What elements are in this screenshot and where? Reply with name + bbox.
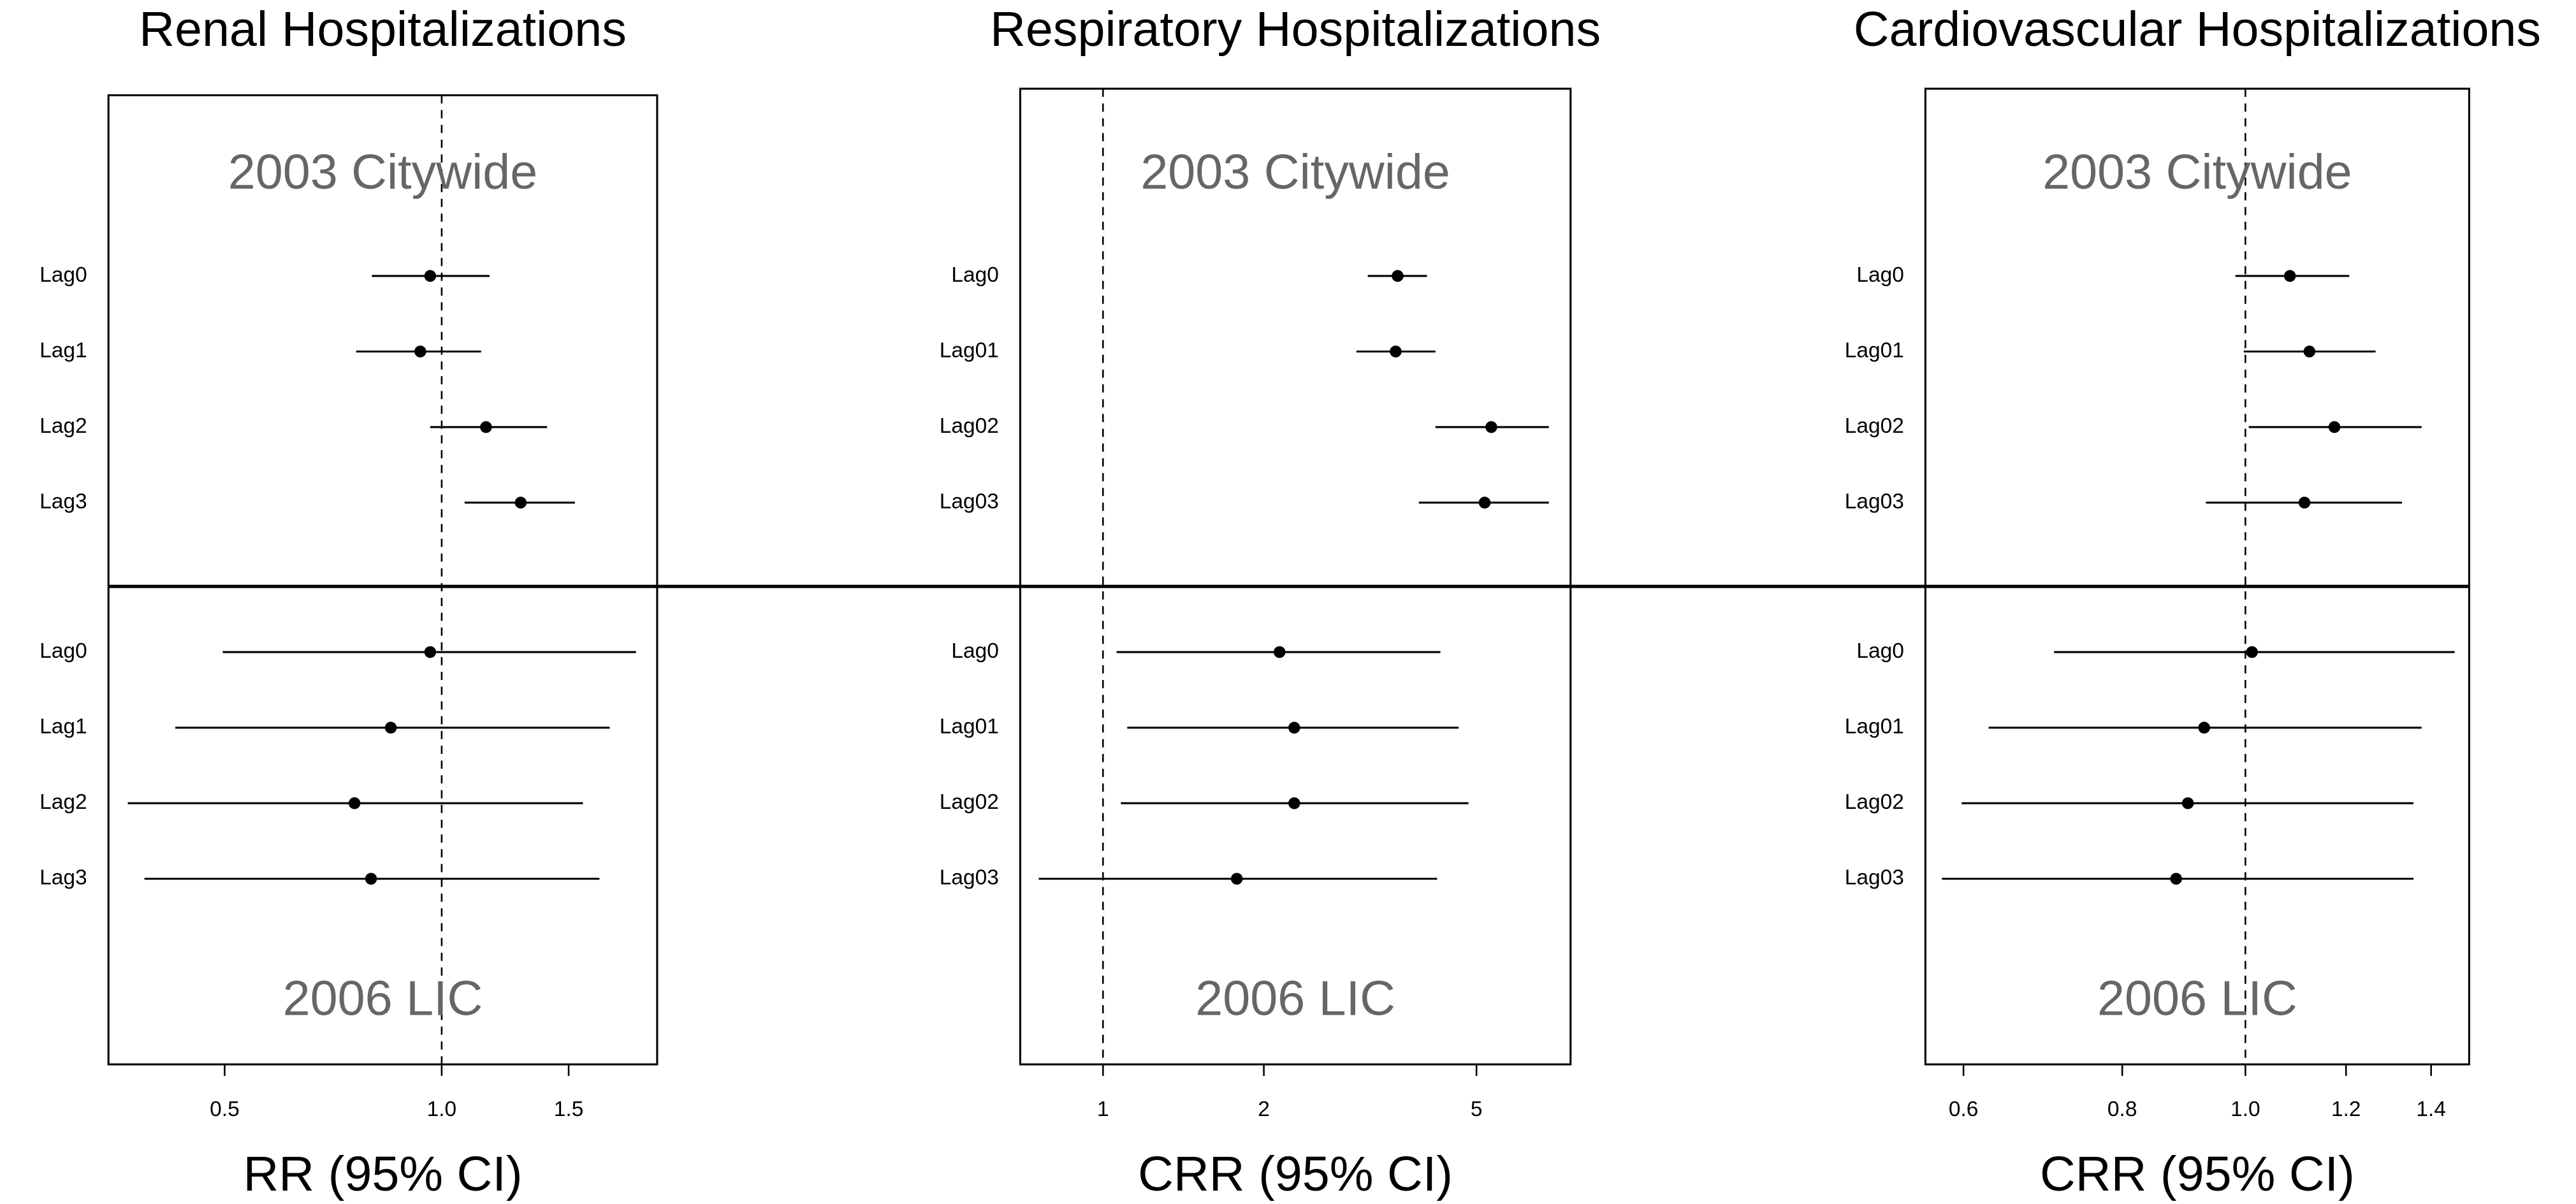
point-estimate bbox=[1230, 873, 1243, 885]
x-tick-label: 1.2 bbox=[2331, 1098, 2361, 1121]
row-label: Lag03 bbox=[940, 866, 999, 890]
row-label: Lag2 bbox=[40, 790, 87, 814]
chart-title: Cardiovascular Hospitalizations bbox=[1854, 2, 2541, 57]
point-estimate bbox=[424, 646, 437, 658]
row-label: Lag0 bbox=[1856, 639, 1904, 663]
x-axis-label: CRR (95% CI) bbox=[2040, 1147, 2355, 1201]
row-label: Lag0 bbox=[951, 263, 999, 287]
chart-title: Renal Hospitalizations bbox=[139, 2, 627, 57]
point-estimate bbox=[424, 270, 437, 282]
row-label: Lag0 bbox=[40, 263, 87, 287]
point-estimate bbox=[1288, 797, 1300, 809]
x-axis-label: RR (95% CI) bbox=[243, 1147, 522, 1201]
plot-frame bbox=[1019, 87, 1572, 1066]
point-estimate bbox=[365, 873, 377, 885]
x-tick-label: 1.4 bbox=[2416, 1098, 2446, 1121]
row-label: Lag02 bbox=[1845, 790, 1904, 814]
point-estimate bbox=[2181, 797, 2194, 809]
plot-frame bbox=[107, 94, 659, 1066]
point-estimate bbox=[1478, 497, 1491, 509]
x-tick-label: 5 bbox=[1471, 1098, 1483, 1121]
x-tick-label: 0.6 bbox=[1949, 1098, 1979, 1121]
group-label: 2006 LIC bbox=[283, 971, 483, 1026]
point-estimate bbox=[414, 345, 426, 358]
row-label: Lag02 bbox=[940, 414, 999, 438]
group-label: 2006 LIC bbox=[1195, 971, 1395, 1026]
row-label: Lag1 bbox=[40, 338, 87, 362]
point-estimate bbox=[1288, 722, 1300, 734]
row-label: Lag01 bbox=[1845, 714, 1904, 738]
x-tick-label: 0.5 bbox=[210, 1098, 240, 1121]
point-estimate bbox=[2298, 497, 2311, 509]
row-label: Lag01 bbox=[940, 338, 999, 362]
x-tick-label: 1 bbox=[1097, 1098, 1109, 1121]
x-tick-label: 1.5 bbox=[554, 1098, 584, 1121]
point-estimate bbox=[1392, 270, 1404, 282]
row-label: Lag03 bbox=[1845, 490, 1904, 513]
row-label: Lag01 bbox=[940, 714, 999, 738]
point-estimate bbox=[2328, 421, 2341, 433]
point-estimate bbox=[514, 497, 527, 509]
x-tick-label: 2 bbox=[1258, 1098, 1270, 1121]
row-label: Lag01 bbox=[1845, 338, 1904, 362]
x-axis-label: CRR (95% CI) bbox=[1138, 1147, 1453, 1201]
point-estimate bbox=[384, 722, 397, 734]
row-label: Lag3 bbox=[40, 490, 87, 513]
chart-title: Respiratory Hospitalizations bbox=[990, 2, 1601, 57]
group-label: 2006 LIC bbox=[2097, 971, 2297, 1026]
point-estimate bbox=[2246, 646, 2258, 658]
row-label: Lag02 bbox=[940, 790, 999, 814]
row-label: Lag03 bbox=[940, 490, 999, 513]
group-label: 2003 Citywide bbox=[228, 145, 538, 199]
plot-frame bbox=[1924, 87, 2470, 1066]
point-estimate bbox=[2303, 345, 2316, 358]
point-estimate bbox=[1485, 421, 1497, 433]
row-label: Lag0 bbox=[1856, 263, 1904, 287]
point-estimate bbox=[480, 421, 492, 433]
row-label: Lag03 bbox=[1845, 866, 1904, 890]
point-estimate bbox=[1390, 345, 1402, 358]
point-estimate bbox=[2170, 873, 2182, 885]
point-estimate bbox=[2198, 722, 2210, 734]
row-label: Lag02 bbox=[1845, 414, 1904, 438]
row-label: Lag0 bbox=[951, 639, 999, 663]
row-label: Lag1 bbox=[40, 714, 87, 738]
x-tick-label: 1.0 bbox=[2230, 1098, 2260, 1121]
group-label: 2003 Citywide bbox=[1140, 145, 1450, 199]
point-estimate bbox=[348, 797, 361, 809]
group-label: 2003 Citywide bbox=[2042, 145, 2352, 199]
x-tick-label: 1.0 bbox=[427, 1098, 457, 1121]
point-estimate bbox=[1273, 646, 1286, 658]
row-label: Lag3 bbox=[40, 866, 87, 890]
point-estimate bbox=[2283, 270, 2296, 282]
row-label: Lag0 bbox=[40, 639, 87, 663]
row-label: Lag2 bbox=[40, 414, 87, 438]
x-tick-label: 0.8 bbox=[2107, 1098, 2137, 1121]
